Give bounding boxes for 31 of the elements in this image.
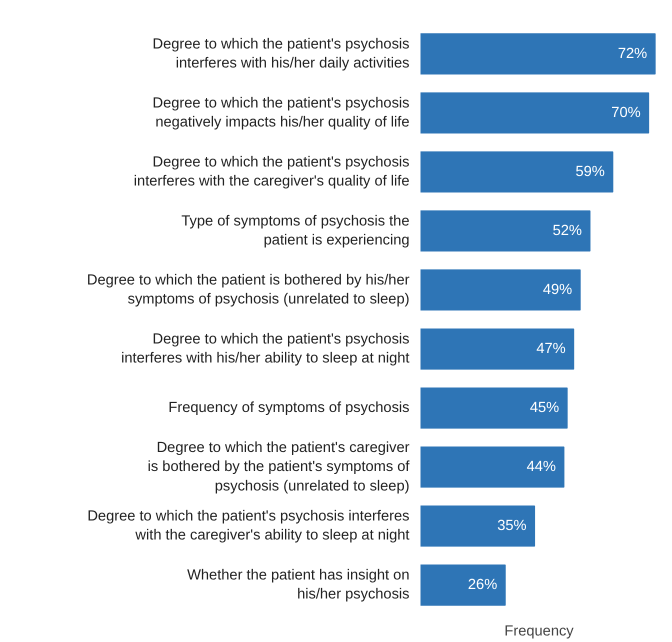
data-label: 52% <box>552 222 582 239</box>
data-label: 26% <box>468 577 498 594</box>
data-label: 49% <box>542 282 572 298</box>
y-tick-label: Type of symptoms of psychosis the patient is experiencing <box>181 213 410 249</box>
bar <box>420 446 564 488</box>
y-tick-label: Degree to which the patient's psychosis interferes with his/her ability to sleep at night <box>121 331 410 367</box>
bar <box>420 328 574 370</box>
bar <box>420 387 568 429</box>
y-tick-label: Whether the patient has insight on his/her psychosis <box>187 568 410 603</box>
y-tick-label: Degree to which the patient's psychosis negatively impacts his/her quality of life <box>152 95 410 130</box>
y-tick-label: Degree to which the patient is bothered by his/her symptoms of psychosis (unrelated to sleep) <box>86 272 410 308</box>
data-label: 72% <box>618 46 648 62</box>
data-label: 35% <box>497 518 527 534</box>
data-label: 47% <box>536 341 566 358</box>
bar <box>420 269 581 311</box>
data-label: 44% <box>526 459 556 476</box>
y-tick-label: Frequency of symptoms of psychosis <box>168 400 410 416</box>
x-axis-title: Frequency <box>504 624 574 640</box>
bar <box>420 151 614 192</box>
data-label: 45% <box>530 400 560 416</box>
data-label: 59% <box>575 164 605 180</box>
bar <box>420 33 656 74</box>
y-tick-label: Degree to which the patient's psychosis interferes with his/her daily activities <box>152 36 410 72</box>
y-tick-label: Degree to which the patient's caregiver is bothered by the patient's symptoms of psychosis (unrelated to sleep) <box>148 440 410 494</box>
y-tick-label: Degree to which the patient's psychosis interferes with the caregiver's quality of life <box>134 154 410 190</box>
bar <box>420 92 650 134</box>
bar <box>420 506 536 547</box>
bar <box>420 210 590 252</box>
bar <box>420 564 506 606</box>
y-tick-label: Degree to which the patient's psychosis interferes with the caregiver's ability to sleep at night <box>87 508 410 544</box>
data-label: 70% <box>611 104 641 121</box>
